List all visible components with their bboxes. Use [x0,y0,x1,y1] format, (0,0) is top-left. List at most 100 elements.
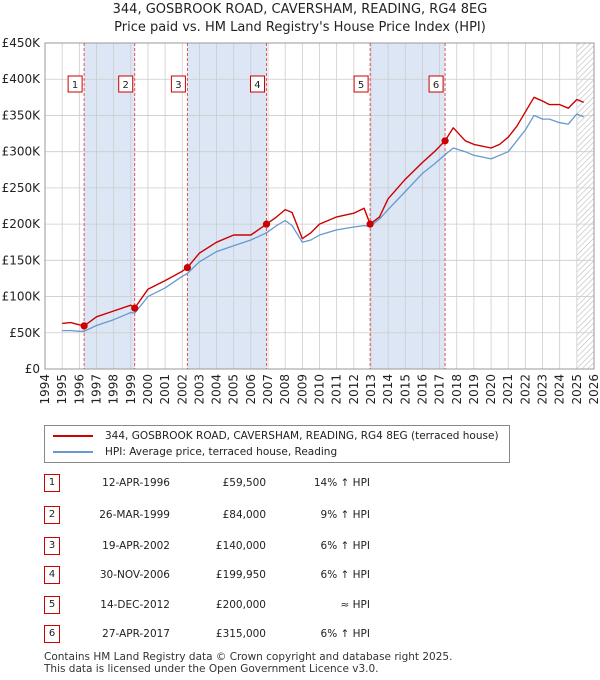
sale-number-label: 4 [254,80,260,91]
y-tick-label: £100K [2,290,42,304]
x-tick-label: 2014 [381,374,395,405]
legend-label-property: 344, GOSBROOK ROAD, CAVERSHAM, READING, … [105,430,499,442]
y-tick-label: £250K [2,181,42,195]
y-tick-label: £200K [2,217,42,231]
y-tick-label: £150K [2,253,42,267]
sale-hpi-diff: 14% ↑ HPI [313,477,370,489]
x-tick-label: 1997 [89,374,103,405]
sale-number-box [353,75,369,93]
legend-label-hpi: HPI: Average price, terraced house, Read… [105,446,338,458]
sale-hpi-diff: 6% ↑ HPI [320,540,370,552]
footer-copyright: Contains HM Land Registry data © Crown c… [44,651,453,663]
sale-price: £59,500 [222,477,266,489]
sale-marker-label: 4 [44,566,60,584]
x-tick-label: 2001 [158,374,172,405]
sale-point [80,322,88,330]
x-tick-label: 2023 [536,374,550,405]
footer-licence: This data is licensed under the Open Gov… [44,663,379,675]
sale-number-label: 3 [175,80,181,91]
y-tick-label: £350K [2,108,42,122]
table-row: 4 30-NOV-2006 £199,950 6% ↑ HPI [0,566,600,584]
hpi-line [62,113,584,332]
x-tick-label: 2008 [278,374,292,405]
x-tick-label: 2009 [295,374,309,405]
ownership-shade [370,43,446,369]
legend-swatch-property [53,435,93,437]
table-row: 5 14-DEC-2012 £200,000 ≈ HPI [0,596,600,614]
sale-number-box [118,75,134,93]
x-tick-label: 2010 [313,374,327,405]
chart-subtitle: Price paid vs. HM Land Registry's House … [114,20,486,35]
x-tick-label: 2020 [484,374,498,405]
sale-number-label: 2 [123,80,129,91]
sale-marker-label: 6 [44,625,60,643]
sale-price: £315,000 [215,628,266,640]
x-tick-label: 2016 [415,374,429,405]
sale-point [262,220,271,228]
x-tick-label: 1999 [124,374,138,405]
sale-marker-label: 5 [44,596,60,614]
x-tick-label: 1995 [55,374,69,405]
table-row: 6 27-APR-2017 £315,000 6% ↑ HPI [0,625,600,643]
sale-date: 30-NOV-2006 [99,569,170,581]
x-tick-label: 2017 [433,374,447,405]
sale-number-box [428,75,444,93]
forecast-hatch [576,43,594,369]
x-tick-label: 2002 [175,374,189,405]
sale-number-label: 5 [358,80,364,91]
x-tick-label: 2026 [587,374,600,405]
table-row: 1 12-APR-1996 £59,500 14% ↑ HPI [0,474,600,492]
sale-number-label: 6 [433,80,439,91]
price-chart: £0 £50K £100K £150K £200K £250K £300K £350K £400… [2,36,600,405]
sale-date: 19-APR-2002 [102,540,170,552]
x-tick-label: 2013 [364,374,378,405]
x-tick-label: 2011 [330,374,344,405]
sale-hpi-diff: 9% ↑ HPI [320,509,370,521]
chart-title: 344, GOSBROOK ROAD, CAVERSHAM, READING, … [112,2,488,17]
x-tick-label: 2007 [261,374,275,405]
x-tick-label: 2015 [398,374,412,405]
sale-hpi-diff: 6% ↑ HPI [320,569,370,581]
x-tick-label: 1994 [38,374,52,405]
x-tick-label: 2006 [244,374,258,405]
y-tick-label: £50K [9,326,41,340]
sale-number-box [249,75,265,93]
sale-number-box [170,75,186,93]
x-tick-label: 2022 [518,374,532,405]
legend-item-hpi: HPI: Average price, terraced house, Read… [53,444,337,460]
sale-marker-label: 2 [44,506,60,524]
y-tick-label: £300K [2,145,42,159]
plot-frame [44,42,595,370]
sale-date: 14-DEC-2012 [100,599,170,611]
x-tick-label: 2012 [347,374,361,405]
ownership-shade [187,43,267,369]
y-tick-label: £400K [2,72,42,86]
sale-marker-label: 1 [44,474,60,492]
sale-date: 12-APR-1996 [102,477,170,489]
x-tick-label: 2024 [553,374,567,405]
sale-date: 27-APR-2017 [102,628,170,640]
sale-date: 26-MAR-1999 [99,509,170,521]
sale-price: £84,000 [222,509,266,521]
sale-number-box [67,75,83,93]
x-tick-label: 2019 [467,374,481,405]
sale-point [441,137,449,145]
x-tick-label: 2003 [192,374,206,405]
legend-swatch-hpi [53,451,93,453]
sale-marker-label: 3 [44,537,60,555]
x-tick-label: 1998 [107,374,121,405]
y-tick-label: £450K [2,36,42,50]
legend-item-property: 344, GOSBROOK ROAD, CAVERSHAM, READING, … [53,428,499,444]
table-row: 2 26-MAR-1999 £84,000 9% ↑ HPI [0,506,600,524]
sale-point [183,263,191,272]
x-tick-label: 1996 [72,374,86,405]
x-tick-label: 2021 [501,374,515,405]
x-tick-label: 2000 [141,374,155,405]
sale-point [366,220,374,228]
sale-price: £200,000 [215,599,266,611]
sale-hpi-diff: 6% ↑ HPI [320,628,370,640]
sale-price: £140,000 [215,540,266,552]
x-tick-label: 2025 [570,374,584,405]
x-tick-label: 2018 [450,374,464,405]
property-price-line [62,96,584,327]
